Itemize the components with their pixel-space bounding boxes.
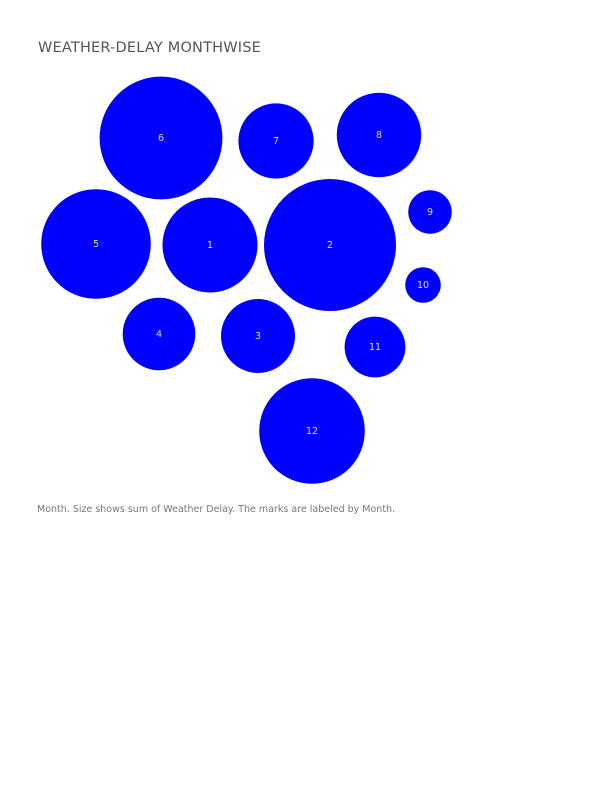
bubble-month-3[interactable]	[221, 299, 295, 373]
bubble-month-1[interactable]	[162, 197, 258, 293]
bubble-month-5[interactable]	[41, 189, 151, 299]
bubble-month-2[interactable]	[264, 179, 396, 311]
bubble-label-month-2: 2	[327, 240, 333, 251]
bubble-month-8[interactable]	[336, 92, 422, 178]
bubble-label-month-8: 8	[376, 130, 382, 141]
bubble-month-4[interactable]	[122, 297, 196, 371]
bubble-month-6[interactable]	[99, 76, 223, 200]
bubble-label-month-5: 5	[93, 239, 99, 250]
chart-caption: Month. Size shows sum of Weather Delay. …	[37, 504, 396, 515]
bubble-month-12[interactable]	[259, 378, 365, 484]
bubble-label-month-12: 12	[306, 426, 318, 437]
bubble-label-month-10: 10	[417, 280, 429, 291]
bubble-label-month-6: 6	[158, 133, 164, 144]
bubble-month-7[interactable]	[238, 103, 314, 179]
bubble-label-month-1: 1	[207, 240, 213, 251]
bubble-label-month-3: 3	[255, 331, 261, 342]
bubble-label-month-9: 9	[427, 207, 433, 218]
bubble-label-month-4: 4	[156, 329, 162, 340]
bubble-label-month-11: 11	[369, 342, 381, 353]
bubble-month-11[interactable]	[344, 316, 406, 378]
bubble-month-10[interactable]	[405, 267, 441, 303]
bubble-label-month-7: 7	[273, 136, 279, 147]
bubble-month-9[interactable]	[408, 190, 452, 234]
chart-title: WEATHER-DELAY MONTHWISE	[38, 40, 262, 56]
